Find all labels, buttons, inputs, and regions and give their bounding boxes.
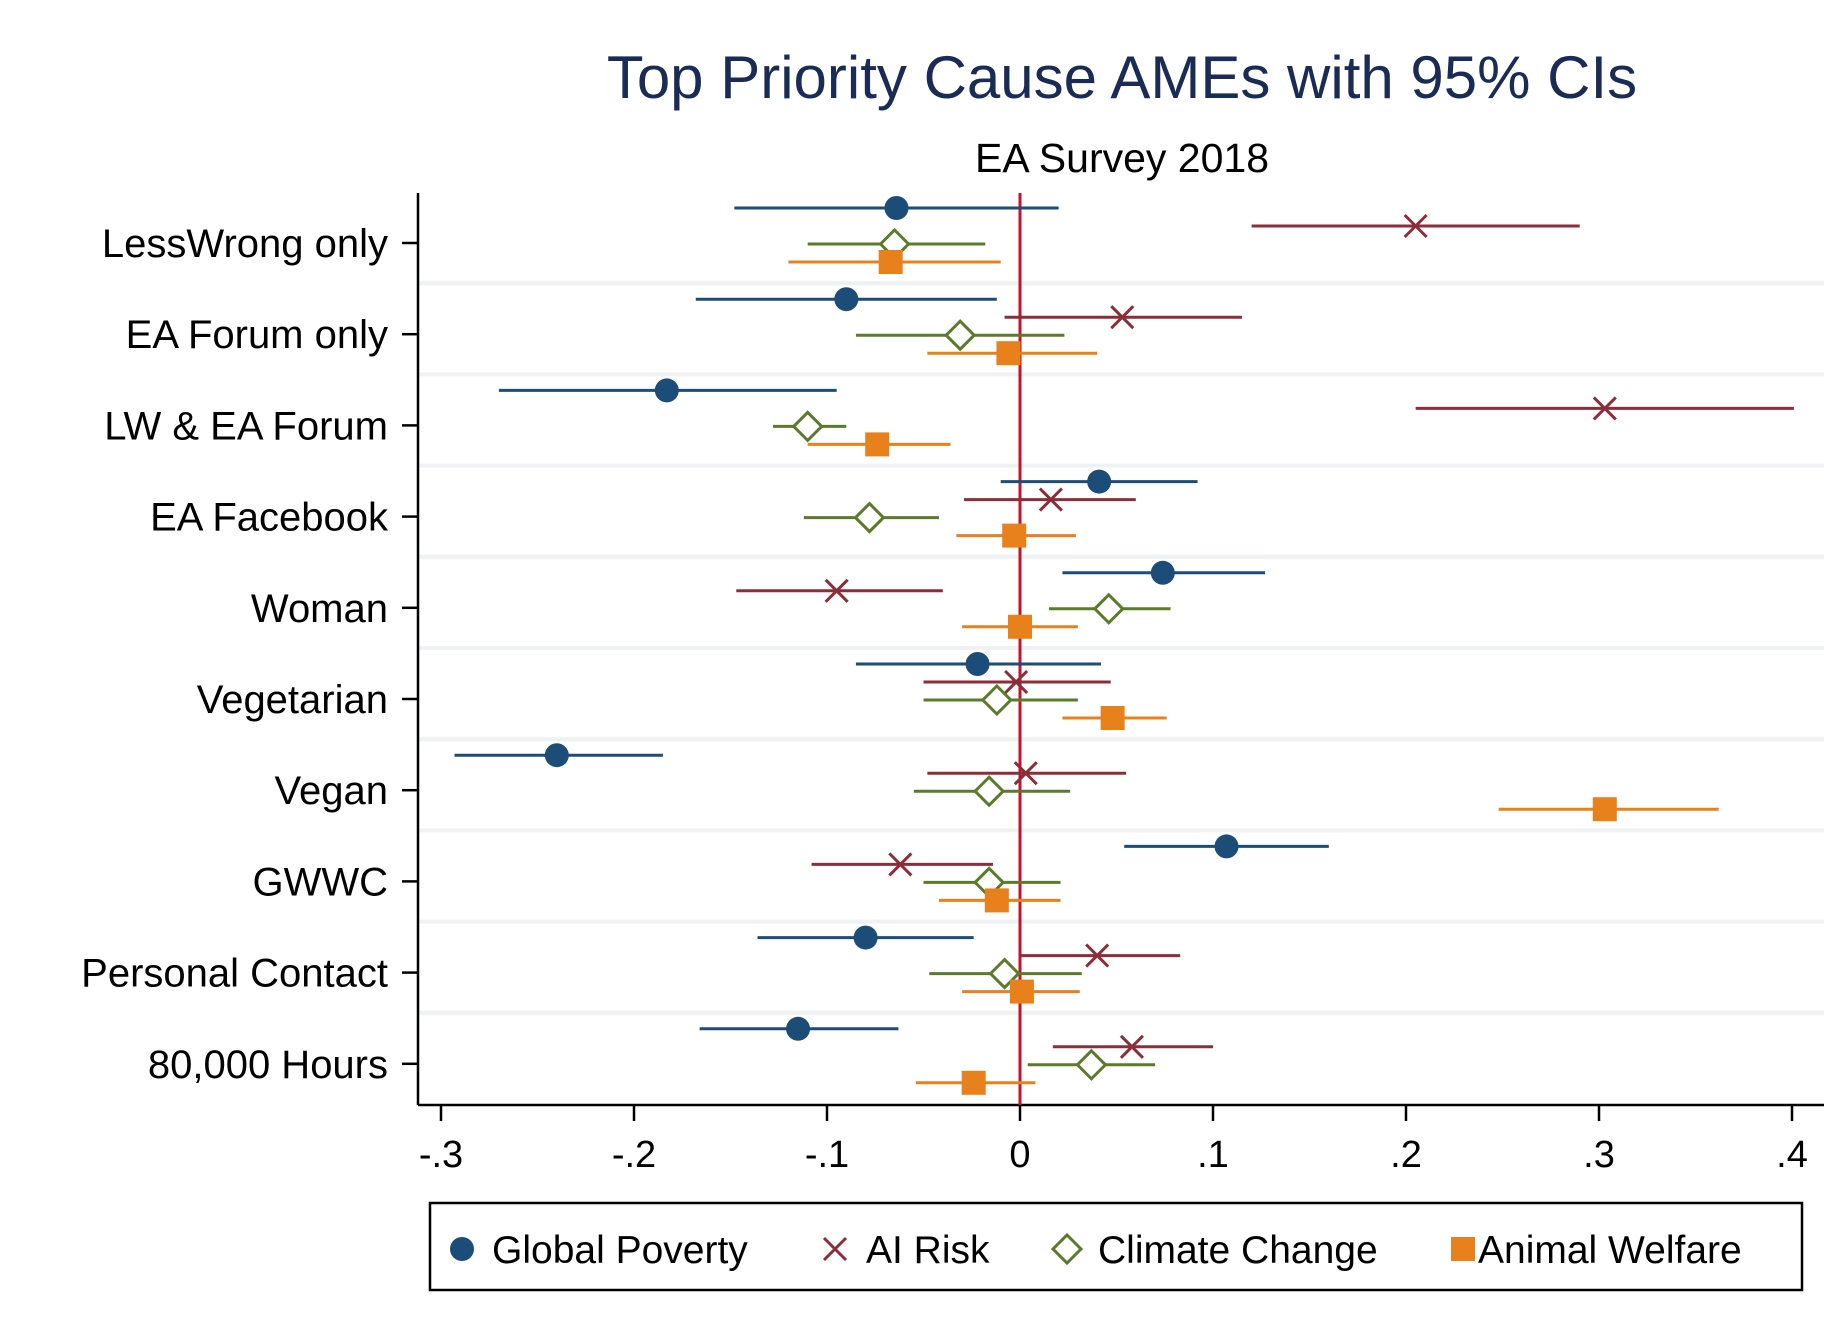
point-marker bbox=[1403, 213, 1428, 239]
series-global-poverty bbox=[454, 196, 1329, 1041]
point-marker bbox=[884, 196, 909, 220]
x-tick-label: -.1 bbox=[805, 1134, 849, 1176]
point-marker bbox=[980, 683, 1013, 717]
point-marker bbox=[853, 925, 878, 950]
x-tick-label: 0 bbox=[1009, 1134, 1030, 1176]
point-marker bbox=[853, 501, 886, 534]
point-marker bbox=[965, 652, 990, 676]
x-marker-stroke bbox=[1403, 213, 1428, 239]
point-marker bbox=[1110, 305, 1135, 330]
legend-label: Global Poverty bbox=[492, 1229, 748, 1272]
point-marker bbox=[1592, 797, 1617, 822]
x-marker-stroke bbox=[888, 852, 913, 877]
x-marker-stroke bbox=[1038, 487, 1063, 512]
point-marker bbox=[961, 1070, 986, 1095]
category-label: Vegan bbox=[275, 769, 388, 813]
legend-label: Climate Change bbox=[1098, 1229, 1378, 1272]
category-label: LessWrong only bbox=[102, 222, 388, 266]
point-marker bbox=[824, 578, 849, 603]
point-marker bbox=[1085, 943, 1110, 968]
legend-marker bbox=[822, 1236, 848, 1262]
point-marker bbox=[1119, 1034, 1145, 1059]
point-marker bbox=[1013, 761, 1038, 786]
point-marker bbox=[1075, 1048, 1108, 1081]
x-tick-label: -.3 bbox=[419, 1134, 463, 1176]
x-marker-stroke bbox=[1110, 305, 1135, 330]
point-marker bbox=[944, 319, 977, 352]
legend-box bbox=[428, 1201, 1804, 1292]
x-tick-label: .1 bbox=[1197, 1134, 1229, 1176]
point-marker bbox=[878, 250, 903, 274]
point-marker bbox=[1002, 523, 1027, 548]
legend-marker bbox=[450, 1237, 474, 1261]
series-animal-welfare bbox=[788, 250, 1719, 1095]
x-tick-label: .4 bbox=[1776, 1134, 1808, 1176]
legend-label: AI Risk bbox=[866, 1229, 990, 1272]
axes: LessWrong only EA Forum only LW & EA Forum… bbox=[81, 193, 1824, 1176]
x-marker-stroke bbox=[822, 1236, 848, 1262]
point-marker bbox=[544, 743, 569, 768]
legend-label: Animal Welfare bbox=[1478, 1229, 1742, 1272]
x-tick-label: -.2 bbox=[612, 1134, 656, 1176]
category-label: EA Facebook bbox=[150, 496, 389, 540]
x-tick-label: .2 bbox=[1390, 1134, 1422, 1176]
point-marker bbox=[888, 852, 913, 877]
x-marker-stroke bbox=[1085, 943, 1110, 968]
point-marker bbox=[865, 432, 890, 457]
point-marker bbox=[1214, 834, 1239, 859]
point-marker bbox=[786, 1016, 811, 1041]
point-marker bbox=[1038, 487, 1063, 512]
chart-title: Top Priority Cause AMEs with 95% CIs bbox=[607, 44, 1637, 111]
legend: Global Poverty AI Risk Climate Change Anima… bbox=[428, 1201, 1804, 1292]
point-marker bbox=[791, 410, 824, 443]
point-marker bbox=[1008, 614, 1032, 639]
point-marker bbox=[984, 888, 1009, 913]
series-group bbox=[454, 196, 1794, 1095]
x-marker-stroke bbox=[1592, 396, 1617, 421]
point-marker bbox=[996, 341, 1021, 366]
category-label: 80,000 Hours bbox=[148, 1043, 388, 1087]
x-marker-stroke bbox=[1004, 669, 1029, 695]
category-label: Woman bbox=[251, 587, 388, 631]
point-marker bbox=[1592, 396, 1617, 421]
category-label: EA Forum only bbox=[126, 313, 388, 357]
point-marker bbox=[1100, 706, 1125, 730]
point-marker bbox=[972, 775, 1006, 808]
series-ai-risk bbox=[736, 213, 1794, 1059]
x-marker-stroke bbox=[1013, 761, 1038, 786]
category-label: GWWC bbox=[252, 860, 388, 904]
point-marker bbox=[1092, 592, 1125, 625]
category-label: Vegetarian bbox=[197, 678, 388, 722]
point-marker bbox=[1009, 979, 1034, 1004]
legend-marker bbox=[1050, 1232, 1084, 1266]
chart-subtitle: EA Survey 2018 bbox=[975, 135, 1269, 181]
category-label: LW & EA Forum bbox=[104, 404, 388, 448]
point-marker bbox=[654, 378, 679, 403]
point-marker bbox=[1087, 469, 1112, 494]
x-marker-stroke bbox=[824, 578, 849, 603]
point-marker bbox=[834, 287, 859, 312]
series-climate-change bbox=[772, 227, 1171, 1081]
gridlines bbox=[418, 281, 1824, 1015]
x-tick-label: .3 bbox=[1583, 1134, 1615, 1176]
legend-marker bbox=[1451, 1237, 1475, 1261]
point-marker bbox=[1150, 560, 1175, 585]
x-marker-stroke bbox=[1119, 1034, 1145, 1059]
category-label: Personal Contact bbox=[81, 952, 388, 996]
point-marker bbox=[1004, 669, 1029, 695]
